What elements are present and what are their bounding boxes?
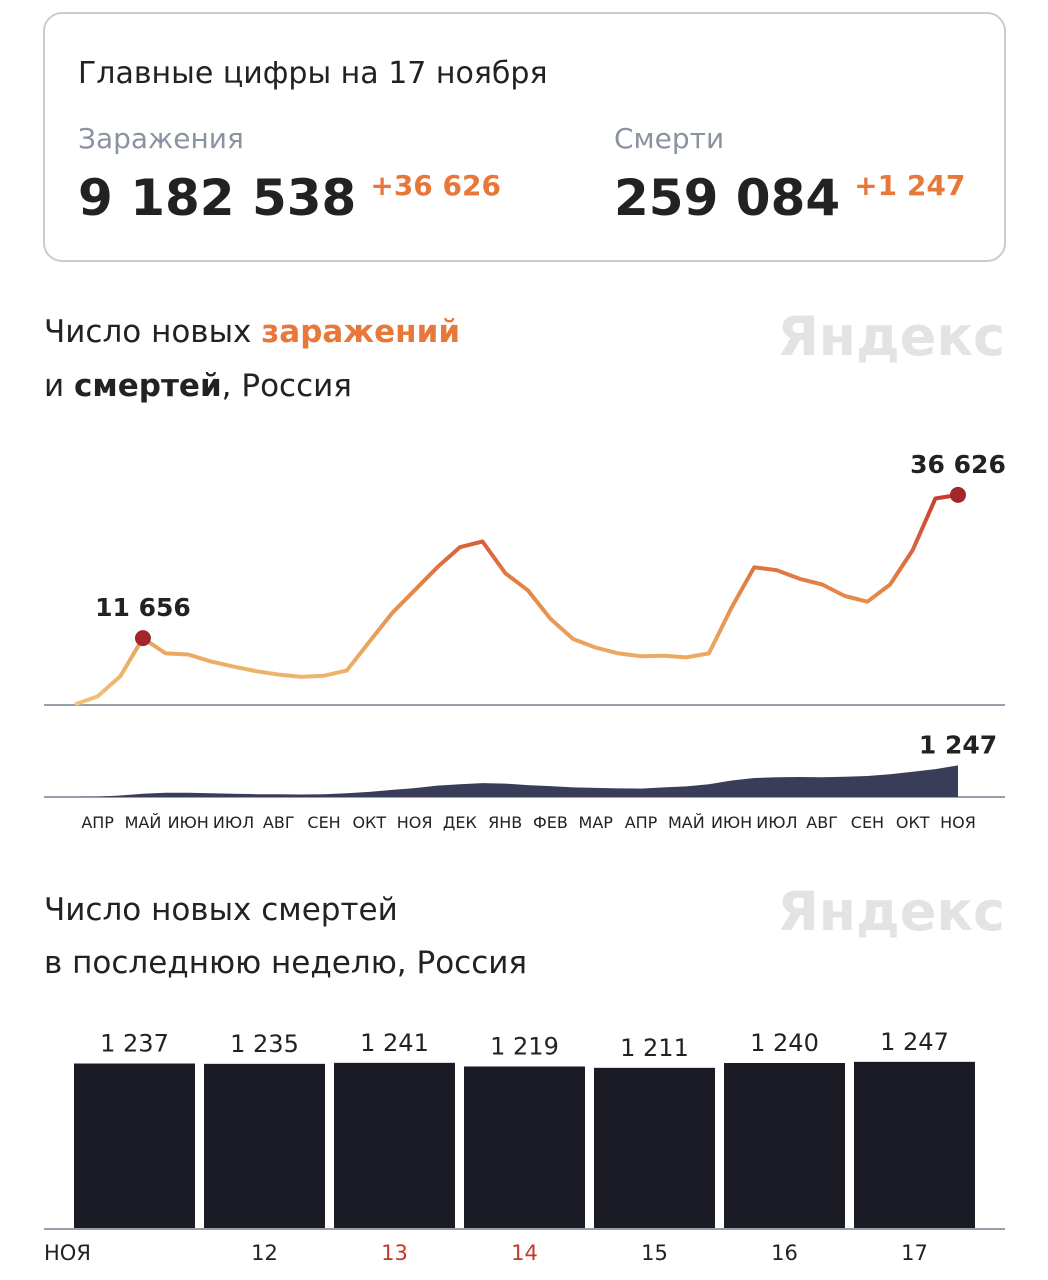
title-part: , Россия (222, 368, 352, 404)
x-tick-label: НОЯ (44, 1241, 91, 1265)
bar (724, 1063, 845, 1228)
summary-delta: +36 626 (370, 169, 501, 202)
x-tick-label: 12 (251, 1241, 278, 1265)
x-tick-label: МАЙ (668, 813, 705, 832)
deaths-area (75, 765, 958, 797)
peak-dot (134, 630, 151, 647)
x-tick-label: ОКТ (352, 813, 386, 832)
x-tick-label: МАР (579, 813, 614, 832)
title-part: Число новых (44, 314, 261, 350)
x-tick-label: ИЮН (168, 813, 209, 832)
x-tick-label: ДЕК (443, 813, 478, 832)
peak-dot (950, 486, 966, 503)
title-part: и (44, 368, 74, 404)
x-tick-label: ИЮЛ (213, 813, 254, 832)
x-tick-label: АПР (625, 813, 658, 832)
x-tick-label: 17 (901, 1241, 928, 1265)
summary-value: 259 084 (614, 169, 840, 227)
value-label: 1 240 (750, 1029, 819, 1057)
x-tick-label: НОЯ (940, 813, 976, 832)
x-tick-label: АВГ (806, 813, 838, 832)
x-tick-label: 15 (641, 1241, 668, 1265)
bar (334, 1062, 455, 1228)
x-tick-label: 16 (771, 1241, 798, 1265)
title-part: заражений (261, 314, 460, 350)
value-label: 1 241 (360, 1029, 429, 1057)
chart-title: Число новых смертей (44, 892, 398, 928)
summary-title: Главные цифры на 17 ноября (78, 56, 548, 91)
value-label: 1 211 (620, 1034, 689, 1062)
summary-value: 9 182 538 (78, 169, 356, 227)
x-tick-label: ИЮЛ (756, 813, 797, 832)
value-label: 11 656 (95, 593, 191, 622)
value-label: 36 626 (910, 450, 1006, 479)
value-label: 1 237 (100, 1030, 169, 1058)
value-label: 1 219 (490, 1033, 559, 1061)
x-tick-label: АПР (81, 813, 114, 832)
chart-title: и смертей, Россия (44, 368, 352, 404)
value-label: 1 235 (230, 1030, 299, 1058)
summary-label: Смерти (614, 122, 724, 155)
chart-title: в последнюю неделю, Россия (44, 945, 527, 981)
x-tick-label: 13 (381, 1241, 408, 1265)
bar (204, 1063, 325, 1228)
x-tick-label: СЕН (851, 813, 884, 832)
x-tick-label: МАЙ (125, 813, 162, 832)
value-label: 1 247 (919, 730, 997, 759)
watermark: Яндекс (777, 305, 1005, 368)
x-tick-label: НОЯ (397, 813, 433, 832)
bar (74, 1063, 195, 1228)
bar (854, 1061, 975, 1228)
value-label: 1 247 (880, 1028, 949, 1056)
infection-line (74, 492, 959, 707)
summary-card (43, 12, 1006, 262)
chart-title: Число новых заражений (44, 314, 460, 350)
x-tick-label: АВГ (263, 813, 295, 832)
bar (464, 1066, 585, 1228)
x-tick-label: ФЕВ (533, 813, 568, 832)
bar (594, 1067, 715, 1228)
x-tick-label: ИЮН (711, 813, 752, 832)
summary-delta: +1 247 (854, 169, 965, 202)
x-tick-label: 14 (511, 1241, 538, 1265)
title-part: смертей (74, 368, 222, 404)
x-tick-label: ОКТ (896, 813, 930, 832)
x-tick-label: ЯНВ (488, 813, 522, 832)
summary-label: Заражения (78, 122, 244, 155)
x-tick-label: СЕН (307, 813, 340, 832)
watermark: Яндекс (777, 880, 1005, 943)
